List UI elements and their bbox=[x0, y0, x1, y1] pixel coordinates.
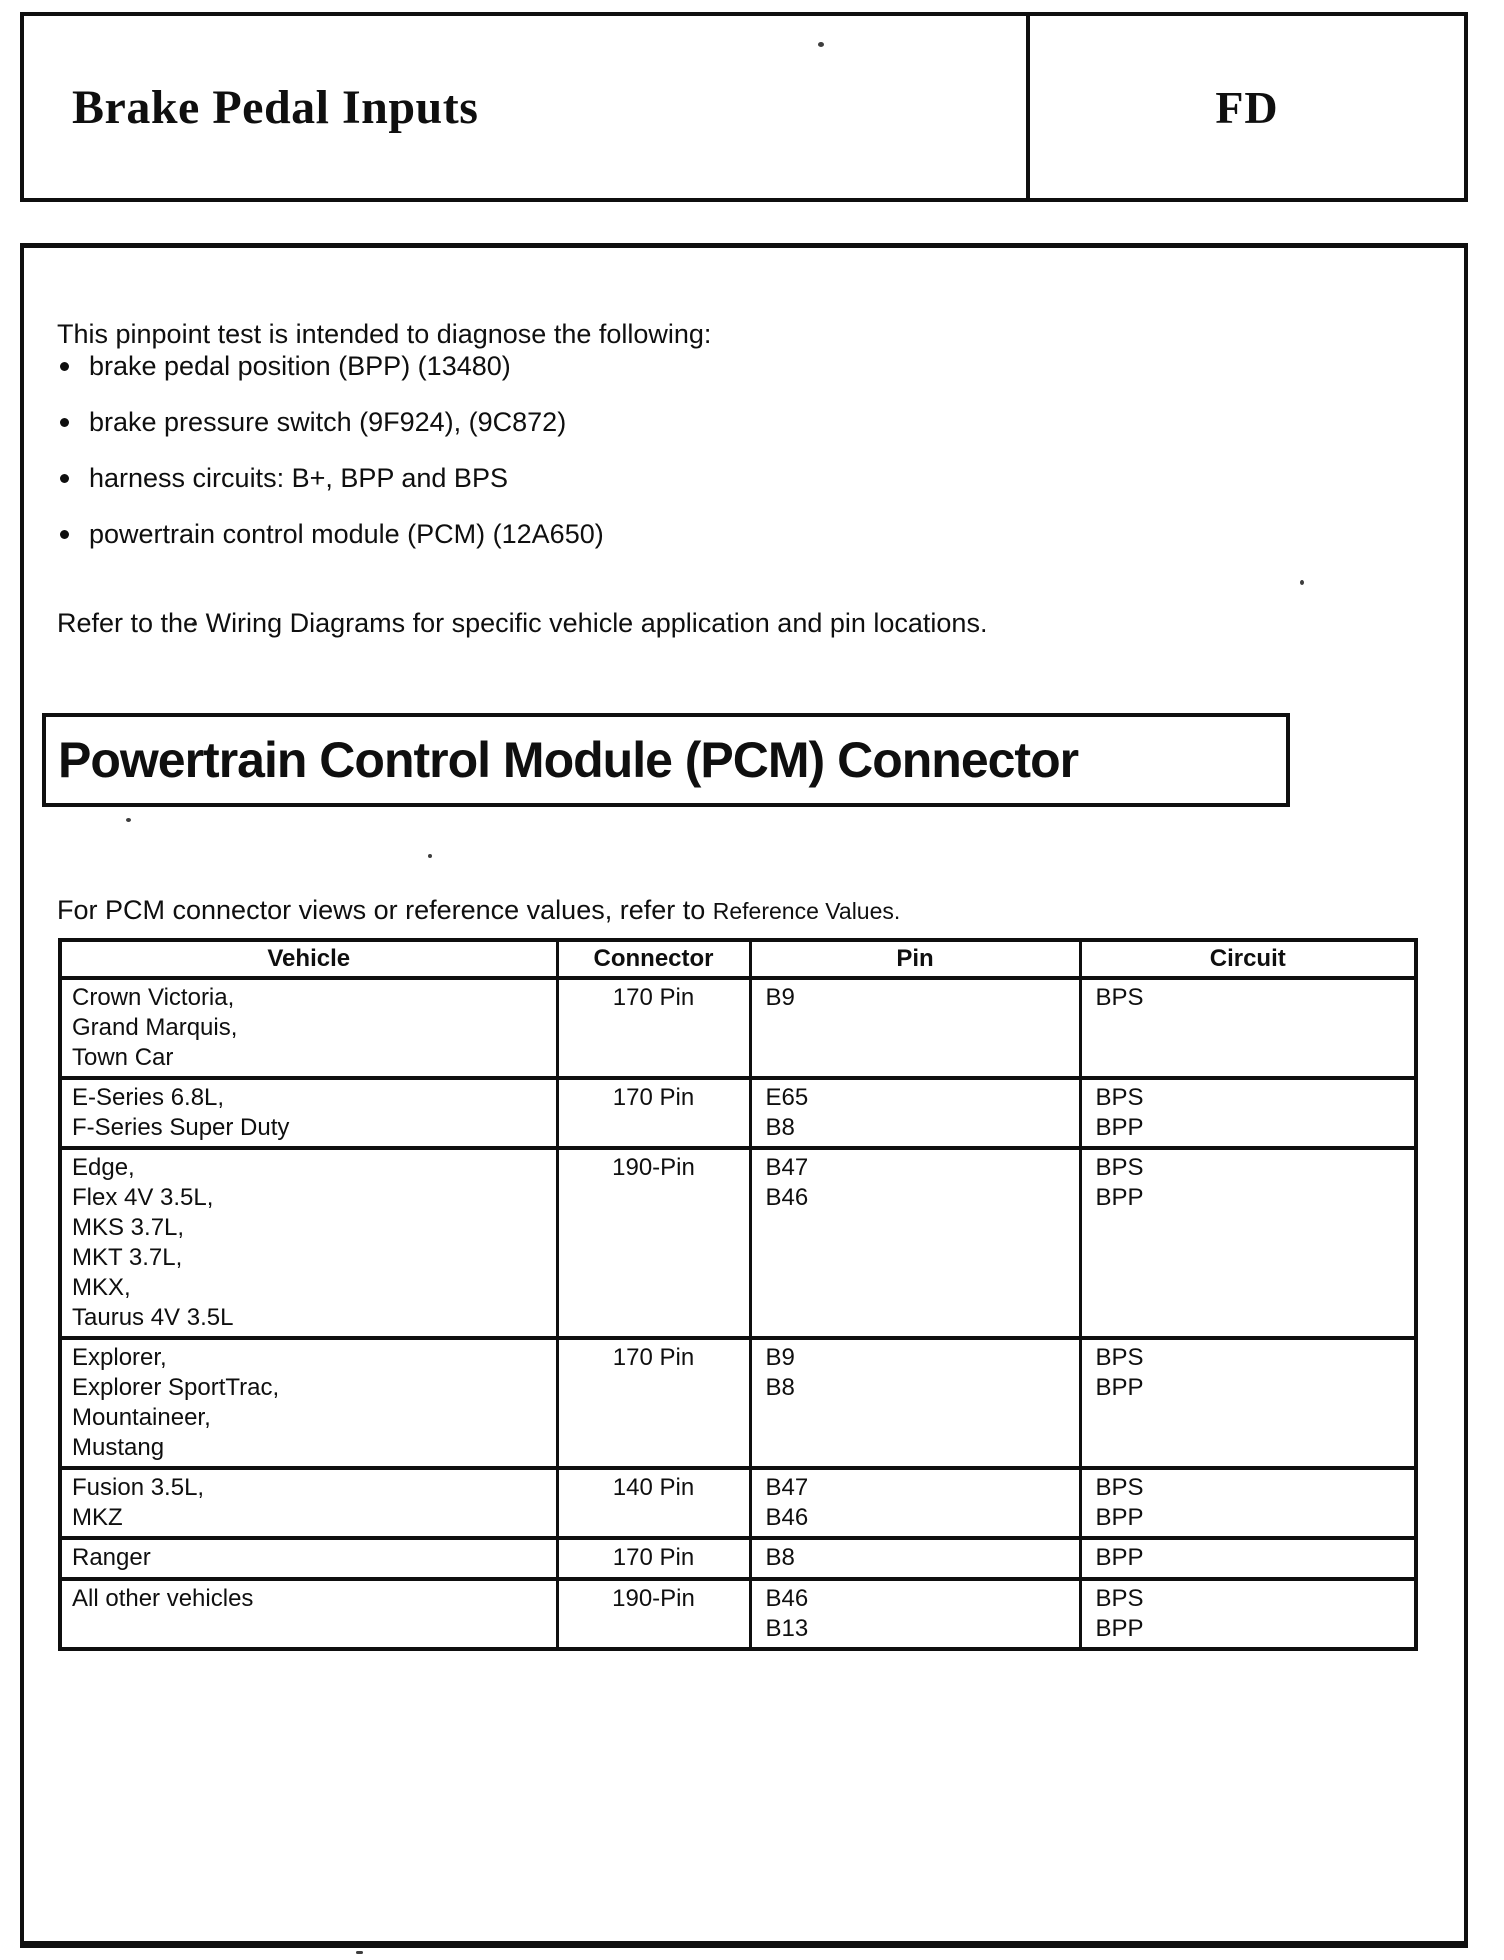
pcm-connector-table-wrap: Vehicle Connector Pin Circuit Crown Vict… bbox=[58, 938, 1418, 1651]
table-row: Explorer, Explorer SportTrac, Mountainee… bbox=[58, 1336, 1418, 1470]
scan-artifact-dot bbox=[428, 854, 432, 858]
section-heading: Powertrain Control Module (PCM) Connecto… bbox=[58, 732, 1079, 788]
bullet-text: brake pressure switch (9F924), (9C872) bbox=[89, 407, 567, 437]
connector-cell: 170 Pin bbox=[555, 976, 752, 1080]
title-bar: Brake Pedal Inputs FD bbox=[20, 12, 1468, 202]
pin-cell: B8 bbox=[748, 1536, 1082, 1581]
table-row: E-Series 6.8L, F-Series Super Duty 170 P… bbox=[58, 1076, 1418, 1150]
circuit-cell: BPS BPP bbox=[1078, 1076, 1418, 1150]
section-heading-box: Powertrain Control Module (PCM) Connecto… bbox=[42, 713, 1290, 807]
bullet-item: brake pressure switch (9F924), (9C872) bbox=[57, 405, 566, 439]
pin-cell: B47 B46 bbox=[748, 1466, 1082, 1540]
bullet-icon bbox=[60, 362, 69, 371]
pin-cell: E65 B8 bbox=[748, 1076, 1082, 1150]
scan-artifact-dot bbox=[1300, 580, 1304, 585]
vehicle-cell: Edge, Flex 4V 3.5L, MKS 3.7L, MKT 3.7L, … bbox=[58, 1146, 559, 1340]
title-bar-divider bbox=[1026, 16, 1030, 198]
bullet-text: powertrain control module (PCM) (12A650) bbox=[89, 519, 604, 549]
table-row: All other vehicles 190-Pin B46 B13 BPS B… bbox=[58, 1577, 1418, 1651]
column-header-connector: Connector bbox=[555, 938, 752, 980]
connector-cell: 190-Pin bbox=[555, 1146, 752, 1340]
scan-artifact-dot bbox=[126, 818, 131, 822]
connector-cell: 170 Pin bbox=[555, 1536, 752, 1581]
wiring-refer-note: Refer to the Wiring Diagrams for specifi… bbox=[57, 608, 988, 638]
vehicle-cell: All other vehicles bbox=[58, 1577, 559, 1651]
circuit-cell: BPS BPP bbox=[1078, 1146, 1418, 1340]
pin-cell: B9 bbox=[748, 976, 1082, 1080]
section-code: FD bbox=[1215, 81, 1279, 133]
bullet-item: brake pedal position (BPP) (13480) bbox=[57, 349, 511, 383]
circuit-cell: BPS BPP bbox=[1078, 1577, 1418, 1651]
scan-artifact-dot bbox=[192, 622, 195, 626]
intro-lead: This pinpoint test is intended to diagno… bbox=[57, 319, 712, 349]
table-row: Edge, Flex 4V 3.5L, MKS 3.7L, MKT 3.7L, … bbox=[58, 1146, 1418, 1340]
column-header-vehicle: Vehicle bbox=[58, 938, 559, 980]
scan-artifact-dot bbox=[818, 42, 824, 47]
vehicle-cell: Ranger bbox=[58, 1536, 559, 1581]
connector-cell: 190-Pin bbox=[555, 1577, 752, 1651]
table-header-row: Vehicle Connector Pin Circuit bbox=[58, 938, 1418, 980]
vehicle-cell: Crown Victoria, Grand Marquis, Town Car bbox=[58, 976, 559, 1080]
table-row: Crown Victoria, Grand Marquis, Town Car … bbox=[58, 976, 1418, 1080]
connector-cell: 170 Pin bbox=[555, 1336, 752, 1470]
bullet-icon bbox=[60, 530, 69, 539]
bullet-icon bbox=[60, 474, 69, 483]
reference-values-link[interactable]: Reference Values. bbox=[712, 898, 901, 924]
section-code-cell: FD bbox=[1030, 16, 1464, 198]
pin-cell: B47 B46 bbox=[748, 1146, 1082, 1340]
pin-cell: B9 B8 bbox=[748, 1336, 1082, 1470]
vehicle-cell: Explorer, Explorer SportTrac, Mountainee… bbox=[58, 1336, 559, 1470]
bullet-item: harness circuits: B+, BPP and BPS bbox=[57, 461, 508, 495]
bullet-text: brake pedal position (BPP) (13480) bbox=[89, 351, 511, 381]
vehicle-cell: Fusion 3.5L, MKZ bbox=[58, 1466, 559, 1540]
connector-cell: 140 Pin bbox=[555, 1466, 752, 1540]
column-header-pin: Pin bbox=[748, 938, 1082, 980]
table-row: Ranger 170 Pin B8 BPP bbox=[58, 1536, 1418, 1581]
circuit-cell: BPP bbox=[1078, 1536, 1418, 1581]
circuit-cell: BPS BPP bbox=[1078, 1336, 1418, 1470]
column-header-circuit: Circuit bbox=[1078, 938, 1418, 980]
title-cell: Brake Pedal Inputs bbox=[24, 16, 1026, 198]
table-row: Fusion 3.5L, MKZ 140 Pin B47 B46 BPS BPP bbox=[58, 1466, 1418, 1540]
connector-cell: 170 Pin bbox=[555, 1076, 752, 1150]
pin-cell: B46 B13 bbox=[748, 1577, 1082, 1651]
reference-note: For PCM connector views or reference val… bbox=[57, 893, 900, 928]
vehicle-cell: E-Series 6.8L, F-Series Super Duty bbox=[58, 1076, 559, 1150]
pcm-connector-table: Vehicle Connector Pin Circuit Crown Vict… bbox=[58, 938, 1418, 1651]
circuit-cell: BPS BPP bbox=[1078, 1466, 1418, 1540]
scan-artifact-dot bbox=[356, 1951, 363, 1954]
note-text: For PCM connector views or reference val… bbox=[57, 895, 713, 925]
bullet-text: harness circuits: B+, BPP and BPS bbox=[89, 463, 508, 493]
bullet-icon bbox=[60, 418, 69, 427]
circuit-cell: BPS bbox=[1078, 976, 1418, 1080]
bullet-item: powertrain control module (PCM) (12A650) bbox=[57, 517, 604, 551]
page-title: Brake Pedal Inputs bbox=[72, 80, 479, 134]
content-panel: This pinpoint test is intended to diagno… bbox=[20, 243, 1468, 1948]
